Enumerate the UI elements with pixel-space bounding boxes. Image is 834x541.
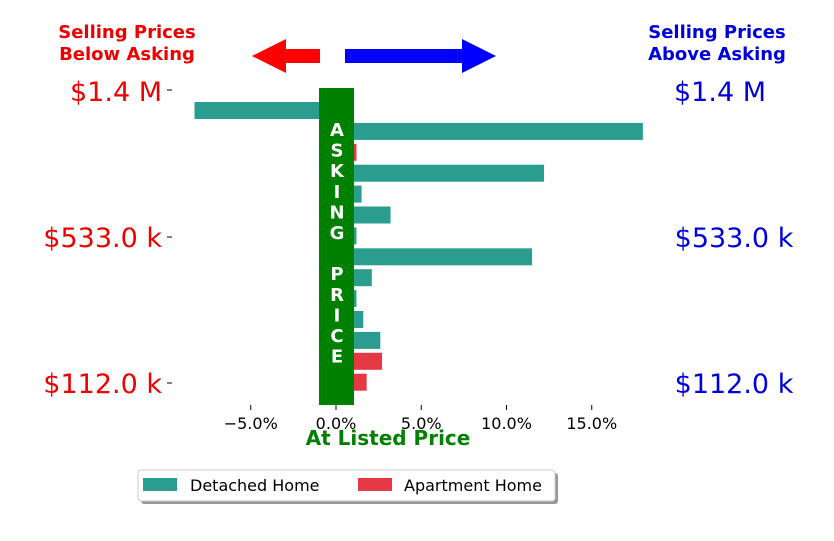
legend-label-detached: Detached Home (190, 476, 320, 495)
x-tick-label: 15.0% (566, 414, 617, 433)
asking-price-band (319, 88, 354, 405)
price-label-left: $112.0 k (43, 369, 162, 400)
bar (354, 373, 367, 391)
x-tick-label: −5.0% (224, 414, 278, 433)
price-labels: $1.4 M $533.0 k $112.0 k $1.4 M $533.0 k… (43, 77, 793, 400)
x-axis-label: At Listed Price (306, 426, 471, 450)
price-label-left: $1.4 M (70, 77, 162, 108)
asking-letter: G (330, 223, 345, 244)
asking-letter: E (331, 347, 343, 368)
bar (354, 143, 357, 161)
x-axis-ticks: −5.0% 0.0% 5.0% 10.0% 15.0% (224, 405, 617, 433)
below-asking-title-line1: Selling Prices (58, 22, 195, 43)
bar (354, 311, 364, 328)
asking-letter: K (330, 161, 345, 182)
bar (354, 290, 357, 308)
asking-letter: I (334, 305, 341, 326)
bars-layer (194, 102, 643, 391)
right-arrow-icon (345, 39, 496, 73)
bar (354, 122, 643, 140)
left-arrow-icon (252, 39, 320, 73)
above-asking-title-line2: Above Asking (648, 44, 786, 65)
asking-letter: P (330, 264, 343, 285)
asking-letter: S (331, 141, 344, 162)
x-tick-label: 10.0% (481, 414, 532, 433)
above-asking-title-line1: Selling Prices (648, 22, 785, 43)
bar (354, 248, 533, 266)
below-asking-title-line2: Below Asking (59, 44, 195, 65)
x-tick-label: 0.0% (316, 414, 357, 433)
price-label-right: $533.0 k (675, 223, 794, 254)
asking-letter: C (330, 326, 343, 347)
x-tick-label: 5.0% (401, 414, 442, 433)
price-label-left: $533.0 k (43, 223, 162, 254)
bar (354, 331, 381, 349)
bar (354, 164, 545, 182)
bar (194, 102, 336, 119)
legend-box (137, 469, 556, 502)
legend-swatch-detached (143, 478, 177, 491)
asking-letter: I (334, 182, 341, 203)
asking-letter: N (329, 202, 344, 223)
price-label-right: $1.4 M (674, 77, 766, 108)
bar (354, 185, 362, 203)
bar (354, 227, 357, 245)
price-label-right: $112.0 k (675, 369, 794, 400)
legend-label-apartment: Apartment Home (404, 476, 542, 495)
legend: Detached Home Apartment Home (137, 469, 558, 504)
legend-swatch-apartment (358, 478, 392, 491)
asking-letter: R (330, 285, 344, 306)
asking-letter: A (330, 120, 344, 141)
bar (354, 206, 391, 224)
bar (354, 269, 372, 287)
bar (354, 352, 383, 370)
